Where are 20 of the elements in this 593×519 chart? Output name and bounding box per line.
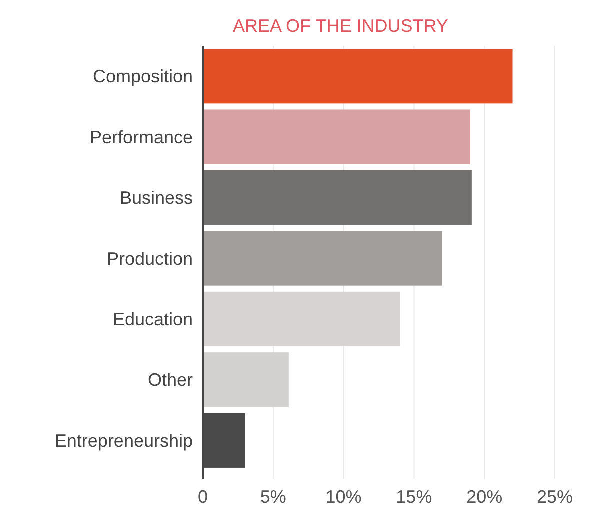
x-tick-label: 5% bbox=[260, 487, 286, 507]
y-tick-label: Composition bbox=[92, 66, 193, 87]
bar bbox=[203, 49, 513, 104]
x-tick-label: 0 bbox=[198, 487, 208, 507]
x-tick-label: 10% bbox=[326, 487, 362, 507]
y-tick-label: Other bbox=[148, 370, 193, 390]
chart-title: AREA OF THE INDUSTRY bbox=[233, 16, 448, 36]
y-tick-label: Education bbox=[112, 310, 193, 330]
x-tick-label: 25% bbox=[536, 487, 574, 507]
y-tick-label: Entrepreneurship bbox=[54, 430, 193, 451]
y-tick-label: Production bbox=[106, 248, 193, 269]
x-tick-label: 15% bbox=[396, 487, 432, 507]
bar bbox=[203, 231, 442, 286]
bar bbox=[203, 352, 289, 408]
bar bbox=[203, 170, 472, 226]
x-tick-label: 20% bbox=[466, 487, 503, 507]
y-tick-label: Performance bbox=[90, 127, 193, 148]
bar bbox=[203, 292, 400, 347]
bar bbox=[203, 110, 471, 164]
y-tick-label: Business bbox=[120, 188, 193, 208]
